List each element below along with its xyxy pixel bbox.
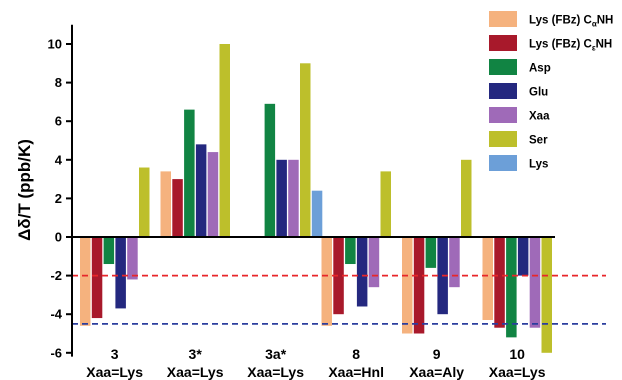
category-sublabel: Xaa=Lys bbox=[167, 364, 224, 380]
bar-lys-fbz-c-nh-1 bbox=[160, 171, 171, 237]
category-sublabel: Xaa=Hnl bbox=[328, 364, 384, 380]
category-sublabel: Xaa=Aly bbox=[409, 364, 464, 380]
category-label: 8 bbox=[352, 346, 360, 362]
bar-asp-1 bbox=[184, 109, 195, 237]
bar-lys-fbz-c-nh-4 bbox=[402, 237, 413, 334]
y-tick-label: -2 bbox=[50, 268, 62, 283]
legend: Lys (FBz) CαNH Lys (FBz) CεNH Asp Glu Xaa Ser… bbox=[489, 11, 613, 171]
bar-xaa-1 bbox=[207, 152, 219, 237]
bar-glu-1 bbox=[195, 144, 207, 237]
category-sublabel: Xaa=Lys bbox=[86, 364, 143, 380]
bar-lys-fbz-c-nh-4 bbox=[413, 237, 425, 334]
y-tick-label: 6 bbox=[55, 114, 62, 129]
bar-ser-3 bbox=[380, 171, 391, 237]
legend-swatch bbox=[489, 11, 517, 27]
y-tick-label: 10 bbox=[48, 37, 62, 52]
category-sublabel: Xaa=Lys bbox=[247, 364, 304, 380]
bar-asp-4 bbox=[425, 237, 437, 268]
legend-label: Xaa bbox=[529, 111, 550, 123]
category-labels: 3 Xaa=Lys 3* Xaa=Lys 3a* Xaa=Lys 8 Xaa=Hnl 9 Xaa=… bbox=[86, 346, 545, 380]
legend-swatch bbox=[489, 155, 517, 171]
bar-lys-fbz-c-nh-3 bbox=[333, 237, 344, 315]
bar-lys-2 bbox=[311, 190, 323, 237]
bar-lys-fbz-c-nh-3 bbox=[321, 237, 332, 326]
bar-ser-5 bbox=[541, 237, 552, 353]
y-tick-label: 8 bbox=[55, 75, 62, 90]
legend-swatch bbox=[489, 83, 517, 99]
bar-glu-3 bbox=[356, 237, 368, 307]
legend-label: Ser bbox=[529, 135, 548, 147]
category-label: 3 bbox=[111, 346, 119, 362]
bar-asp-3 bbox=[345, 237, 356, 265]
axes: -6 -4 -2 0 2 4 6 8 10 bbox=[48, 24, 555, 360]
y-tick-label: 2 bbox=[55, 191, 62, 206]
bar-asp-0 bbox=[103, 237, 115, 265]
bar-ser-1 bbox=[219, 44, 230, 237]
bar-xaa-3 bbox=[368, 237, 380, 288]
bar-xaa-2 bbox=[288, 159, 299, 237]
category-label: 9 bbox=[433, 346, 441, 362]
bar-lys-fbz-c-nh-0 bbox=[80, 237, 91, 326]
bars-layer bbox=[80, 44, 552, 353]
legend-swatch bbox=[489, 35, 517, 51]
legend-label: Lys (FBz) CαNH bbox=[529, 15, 613, 29]
bar-xaa-4 bbox=[449, 237, 460, 288]
legend-label: Glu bbox=[529, 87, 548, 99]
reference-lines bbox=[72, 274, 606, 325]
y-axis-title: Δδ/T (ppb/K) bbox=[15, 139, 34, 241]
legend-label: Lys (FBz) CεNH bbox=[529, 39, 612, 53]
bar-xaa-5 bbox=[529, 237, 541, 328]
bar-asp-5 bbox=[506, 237, 517, 338]
y-tick-label: -4 bbox=[50, 307, 62, 322]
category-label: 3a* bbox=[265, 346, 287, 362]
bar-lys-fbz-c-nh-5 bbox=[482, 237, 493, 320]
legend-swatch bbox=[489, 107, 517, 123]
legend-swatch bbox=[489, 59, 517, 75]
bar-glu-2 bbox=[276, 159, 287, 237]
bar-lys-fbz-c-nh-1 bbox=[172, 179, 183, 237]
legend-label: Lys bbox=[529, 159, 548, 171]
y-tick-label: -6 bbox=[50, 345, 62, 360]
category-label: 10 bbox=[509, 346, 525, 362]
bar-asp-2 bbox=[264, 103, 276, 237]
bar-ser-0 bbox=[139, 167, 150, 237]
bar-glu-0 bbox=[115, 237, 126, 309]
bar-xaa-0 bbox=[127, 237, 138, 280]
bar-ser-2 bbox=[300, 63, 311, 237]
category-label: 3* bbox=[189, 346, 203, 362]
category-sublabel: Xaa=Lys bbox=[489, 364, 546, 380]
legend-label: Asp bbox=[529, 63, 551, 75]
bar-lys-fbz-c-nh-5 bbox=[494, 237, 505, 328]
bar-ser-4 bbox=[461, 159, 472, 237]
y-tick-label: 4 bbox=[55, 152, 63, 167]
legend-swatch bbox=[489, 131, 517, 147]
bar-glu-5 bbox=[517, 237, 529, 276]
bar-lys-fbz-c-nh-0 bbox=[91, 237, 103, 319]
y-tick-label: 0 bbox=[55, 230, 62, 245]
